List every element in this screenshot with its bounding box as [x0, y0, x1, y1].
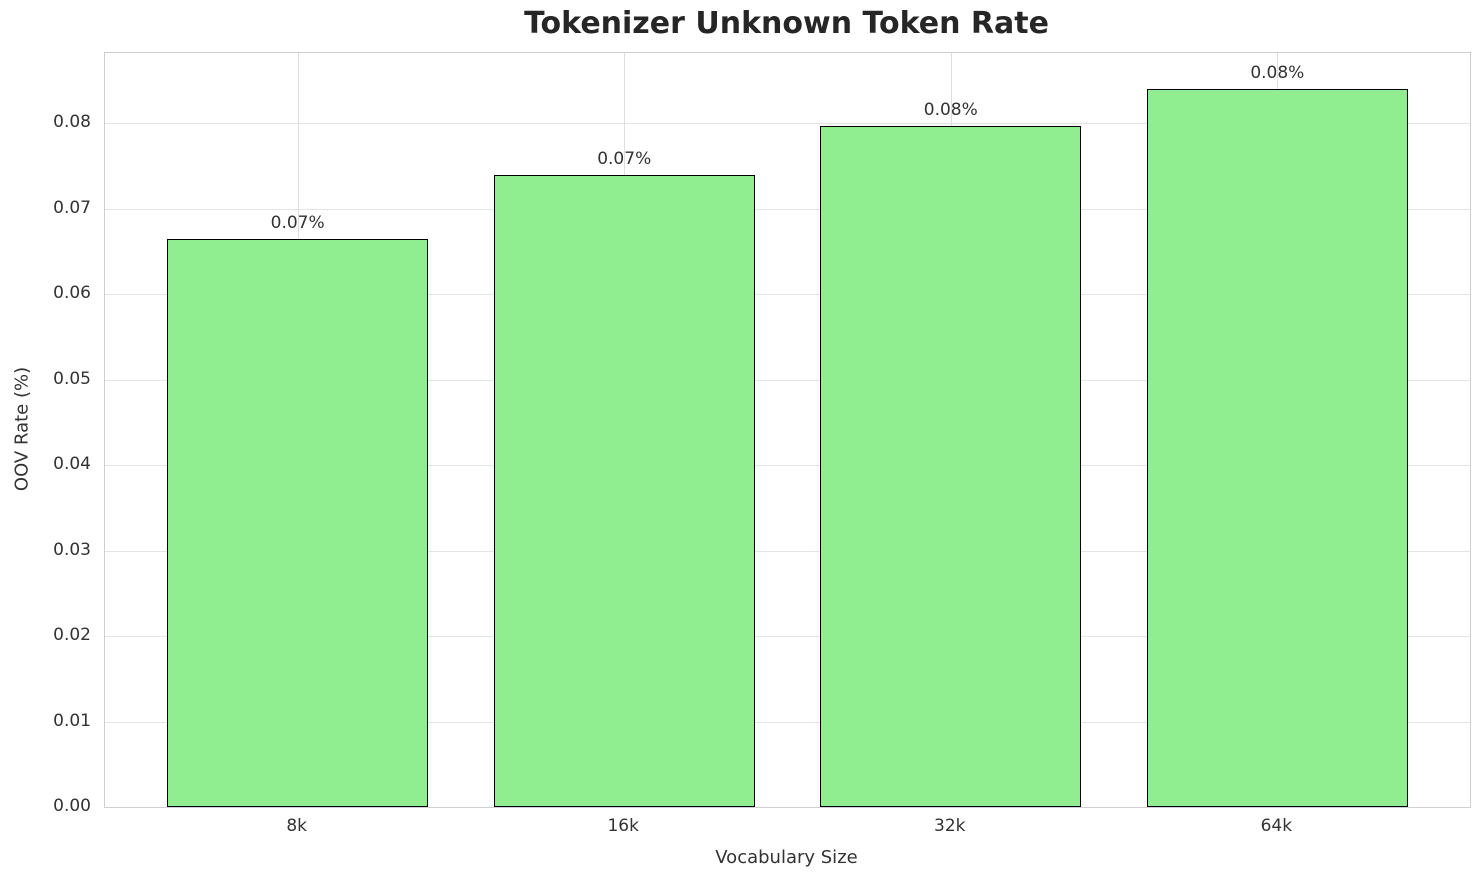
bar-value-label: 0.08%: [923, 99, 978, 120]
h-gridline: [105, 721, 1470, 723]
bar-value-label: 0.07%: [270, 212, 325, 233]
h-gridline: [105, 550, 1470, 552]
bar-64k: [1146, 88, 1408, 807]
y-tick-label: 0.06: [53, 283, 91, 304]
h-gridline: [105, 208, 1470, 210]
bar-value-label: 0.08%: [1250, 62, 1305, 83]
y-tick-label: 0.03: [53, 539, 91, 560]
h-gridline: [105, 465, 1470, 467]
h-gridline: [105, 123, 1470, 125]
bar-8k: [167, 238, 429, 807]
y-tick-label: 0.08: [53, 112, 91, 133]
bar-value-label: 0.07%: [597, 149, 652, 170]
x-tick-label: 64k: [1260, 816, 1293, 836]
h-gridline: [105, 636, 1470, 638]
y-tick-label: 0.02: [53, 625, 91, 646]
y-tick-label: 0.01: [53, 710, 91, 731]
chart-title: Tokenizer Unknown Token Rate: [524, 6, 1049, 41]
h-gridline: [105, 379, 1470, 381]
x-tick-label: 32k: [934, 816, 966, 836]
bar-16k: [493, 175, 755, 807]
y-tick-label: 0.05: [53, 368, 91, 389]
y-tick-label: 0.04: [53, 454, 91, 475]
y-axis-label: OOV Rate (%): [11, 366, 33, 492]
bar-32k: [820, 125, 1082, 807]
x-tick-label: 8k: [286, 816, 307, 836]
y-tick-label: 0.07: [53, 197, 91, 218]
plot-area: 0.07% 0.07% 0.08% 0.08%: [104, 52, 1471, 808]
x-axis-label: Vocabulary Size: [715, 847, 858, 868]
x-tick-label: 16k: [607, 816, 639, 836]
h-gridline: [105, 294, 1470, 296]
y-tick-label: 0.00: [53, 796, 91, 816]
